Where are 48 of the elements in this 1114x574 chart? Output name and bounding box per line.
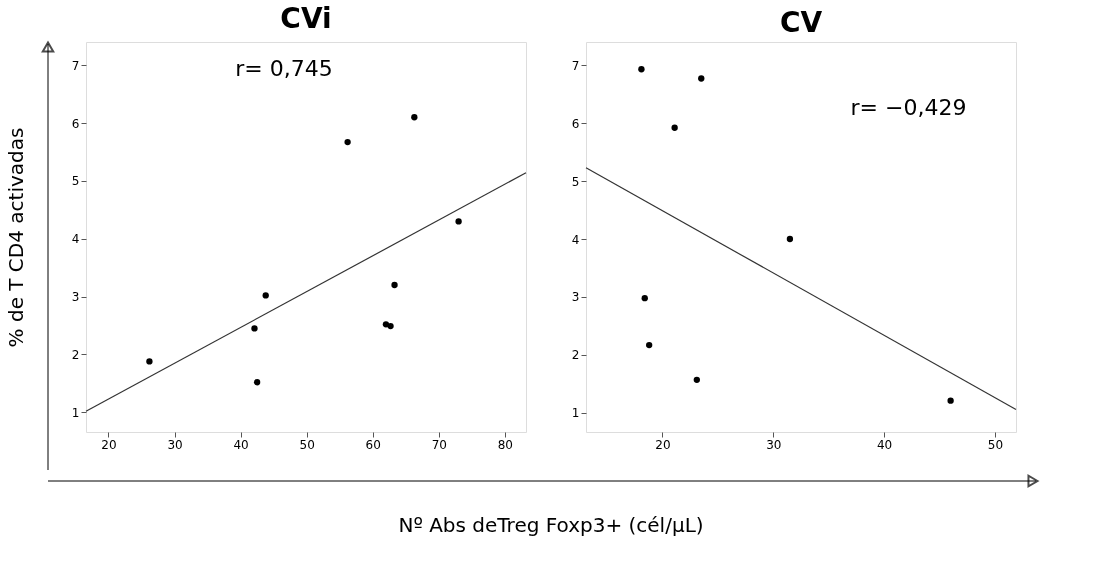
y-tick-label: 3 (71, 290, 80, 305)
x-tick-label: 20 (101, 437, 117, 452)
x-tick-label: 40 (233, 437, 249, 452)
y-tick-label: 7 (571, 58, 580, 73)
y-tick-label: 5 (571, 174, 580, 189)
chart-title: CV (779, 6, 823, 39)
y-tick-label: 2 (71, 347, 80, 362)
y-tick-label: 1 (571, 406, 580, 421)
point (455, 218, 462, 225)
y-tick-label: 6 (71, 116, 80, 131)
point (638, 66, 645, 73)
y-tick-label: 7 (71, 58, 80, 73)
point (411, 114, 418, 121)
point (391, 281, 398, 289)
x-tick-label: 50 (987, 437, 1004, 452)
x-tick-label: 30 (766, 437, 782, 452)
point (251, 325, 258, 332)
y-tick-label: 4 (71, 232, 80, 247)
y-tick-label: 1 (71, 405, 80, 420)
y-axis-title: % de T CD4 activadas (3, 127, 28, 348)
x-tick-label: 70 (431, 437, 447, 452)
x-tick-label: 40 (876, 437, 893, 452)
point (646, 341, 653, 349)
x-tick-label: 30 (167, 437, 183, 452)
x-tick-label: 20 (655, 437, 671, 452)
chart-title: CVi (280, 2, 332, 36)
point (786, 235, 794, 243)
point (344, 138, 351, 146)
point (262, 292, 269, 299)
point (387, 322, 394, 330)
point (253, 379, 261, 386)
annotation: r= 0,745 (235, 56, 333, 82)
y-tick-label: 3 (571, 290, 580, 305)
point (698, 75, 705, 82)
point (641, 294, 648, 302)
x-tick-label: 80 (497, 437, 513, 452)
point (146, 358, 153, 365)
y-tick-label: 4 (571, 232, 580, 247)
x-tick-label: 60 (365, 437, 381, 452)
point (947, 397, 954, 404)
annotation: r= −0,429 (850, 95, 967, 121)
x-tick-label: 50 (299, 437, 315, 452)
x-axis-title: Nº Abs deTreg Foxp3+ (cél/µL) (398, 513, 704, 537)
y-tick-label: 6 (571, 116, 580, 131)
y-tick-label: 5 (71, 174, 80, 189)
point (671, 124, 678, 131)
point (693, 376, 700, 383)
y-tick-label: 2 (571, 348, 580, 363)
